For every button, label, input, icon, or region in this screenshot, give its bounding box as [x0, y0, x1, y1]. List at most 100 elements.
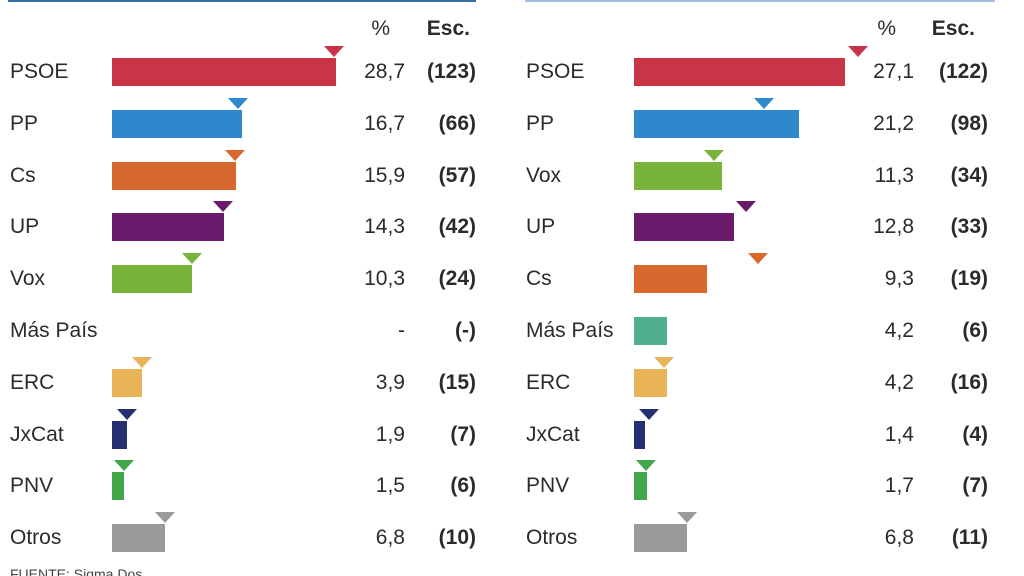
previous-result-marker-left-vox	[181, 253, 202, 265]
seats-value-left-cs: (57)	[438, 163, 476, 187]
bar-left-up	[112, 213, 224, 242]
seats-value-right-pnv: (7)	[962, 474, 988, 498]
previous-result-marker-left-erc	[132, 356, 153, 368]
party-label-left-up: UP	[10, 215, 40, 239]
pct-value-left-jxcat: 1,9	[375, 422, 405, 446]
bar-right-pnv	[634, 472, 648, 501]
top-rule-left	[8, 0, 476, 2]
party-label-left-psoe: PSOE	[10, 60, 69, 83]
bar-right-cs	[634, 265, 707, 294]
pct-value-right-pnv: 1,7	[884, 474, 914, 498]
seats-value-left-pnv: (6)	[450, 474, 476, 498]
seats-header-right: Esc.	[931, 17, 975, 40]
seats-value-right-erc: (16)	[950, 370, 988, 394]
pct-value-right-up: 12,8	[873, 215, 914, 239]
party-label-right-up: UP	[526, 215, 556, 239]
bar-right-psoe	[634, 58, 846, 86]
seats-value-right-vox: (34)	[950, 163, 988, 187]
seats-value-right-up: (33)	[950, 215, 988, 239]
party-label-left-jxcat: JxCat	[10, 422, 64, 446]
bar-right-vox	[634, 161, 723, 190]
previous-result-marker-right-otros	[677, 512, 698, 524]
party-label-right-psoe: PSOE	[526, 60, 585, 83]
bar-right-jxcat	[634, 420, 645, 449]
party-label-right-erc: ERC	[526, 370, 571, 394]
top-rule-right	[525, 0, 995, 2]
previous-result-marker-right-cs	[748, 253, 769, 265]
previous-result-marker-right-pnv	[635, 460, 656, 472]
pct-value-right-pp: 21,2	[873, 111, 914, 135]
pct-value-left-pp: 16,7	[364, 111, 405, 135]
previous-result-marker-right-vox	[704, 149, 725, 161]
party-label-left-erc: ERC	[10, 370, 55, 394]
seats-header-left: Esc.	[426, 17, 470, 40]
party-label-left-otros: Otros	[10, 526, 62, 550]
pct-value-right-erc: 4,2	[884, 370, 914, 394]
bar-right-mas-pais	[634, 317, 667, 345]
pct-value-right-otros: 6,8	[884, 526, 914, 550]
previous-result-marker-right-pp	[754, 97, 775, 109]
party-label-left-pnv: PNV	[10, 474, 54, 498]
seats-value-left-otros: (10)	[438, 526, 476, 550]
bar-right-erc	[634, 368, 667, 397]
pct-value-right-cs: 9,3	[884, 267, 914, 291]
bar-left-psoe	[112, 58, 336, 86]
pct-value-left-cs: 15,9	[364, 163, 405, 187]
party-label-right-jxcat: JxCat	[526, 422, 580, 446]
party-label-left-cs: Cs	[10, 163, 36, 187]
party-label-right-cs: Cs	[526, 267, 552, 291]
bar-left-jxcat	[112, 420, 127, 449]
party-label-right-otros: Otros	[526, 526, 578, 550]
previous-result-marker-left-jxcat	[116, 408, 137, 420]
pct-header-right: %	[877, 17, 896, 40]
bar-left-pnv	[112, 472, 124, 501]
seats-value-left-mas-pais: (-)	[455, 319, 476, 342]
seats-value-right-pp: (98)	[950, 111, 988, 135]
party-label-right-pnv: PNV	[526, 474, 570, 498]
party-label-right-pp: PP	[526, 111, 555, 135]
previous-result-marker-right-psoe	[847, 46, 868, 57]
party-label-left-vox: Vox	[10, 267, 46, 291]
bar-left-pp	[112, 109, 243, 138]
previous-result-marker-left-psoe	[323, 46, 344, 57]
source-footer: FUENTE: Sigma Dos	[10, 566, 143, 576]
seats-value-left-pp: (66)	[438, 111, 476, 135]
pct-value-left-mas-pais: -	[398, 319, 405, 342]
seats-value-right-cs: (19)	[950, 267, 988, 291]
pct-value-left-up: 14,3	[364, 215, 405, 239]
seats-value-left-jxcat: (7)	[450, 422, 476, 446]
previous-result-marker-right-up	[735, 201, 756, 213]
pct-value-right-mas-pais: 4,2	[884, 319, 914, 342]
previous-result-marker-left-pnv	[113, 460, 134, 472]
bar-right-up	[634, 213, 734, 242]
previous-result-marker-left-up	[212, 201, 233, 213]
party-label-left-pp: PP	[10, 111, 39, 135]
seats-value-left-erc: (15)	[438, 370, 476, 394]
pct-value-right-jxcat: 1,4	[884, 422, 914, 446]
bar-right-otros	[634, 524, 688, 553]
party-label-left-mas-pais: Más País	[10, 319, 98, 342]
bar-right-pp	[634, 109, 800, 138]
seats-value-right-psoe: (122)	[938, 60, 988, 83]
bar-left-otros	[112, 524, 166, 553]
seats-value-left-up: (42)	[438, 215, 476, 239]
pct-header-left: %	[371, 17, 390, 40]
pct-value-left-erc: 3,9	[375, 370, 405, 394]
pct-value-left-otros: 6,8	[375, 526, 405, 550]
bar-left-vox	[112, 265, 193, 294]
previous-result-marker-left-pp	[228, 97, 249, 109]
previous-result-marker-left-otros	[155, 512, 176, 524]
pct-value-left-vox: 10,3	[364, 267, 405, 291]
seats-value-left-psoe: (123)	[426, 60, 476, 83]
seats-value-right-mas-pais: (6)	[962, 319, 988, 342]
party-label-right-vox: Vox	[526, 163, 562, 187]
bar-left-erc	[112, 368, 143, 397]
pct-value-left-psoe: 28,7	[364, 60, 405, 83]
previous-result-marker-left-cs	[225, 149, 246, 161]
party-label-right-mas-pais: Más País	[526, 319, 614, 342]
seats-value-right-jxcat: (4)	[962, 422, 988, 446]
seats-value-left-vox: (24)	[438, 267, 476, 291]
previous-result-marker-right-erc	[654, 356, 675, 368]
seats-value-right-otros: (11)	[951, 526, 988, 550]
